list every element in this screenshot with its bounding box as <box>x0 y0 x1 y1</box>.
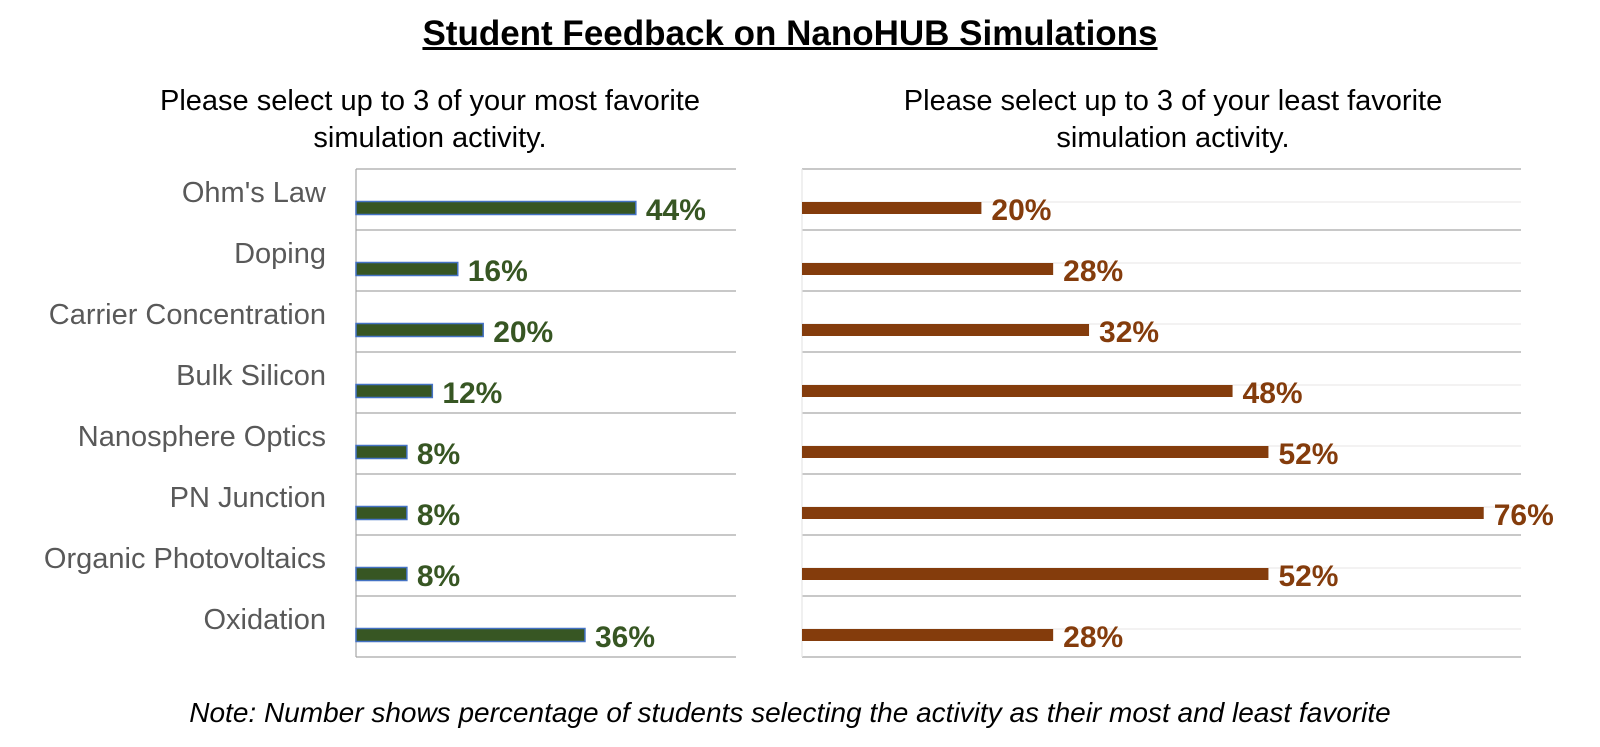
most-value-label: 8% <box>417 499 460 532</box>
most-bar <box>355 261 459 277</box>
most-value-label: 16% <box>468 255 528 288</box>
most-bar <box>355 566 408 582</box>
least-value-label: 20% <box>991 194 1051 227</box>
least-bar <box>802 202 982 214</box>
most-value-label: 44% <box>646 194 706 227</box>
most-value-label: 8% <box>417 560 460 593</box>
category-label: Bulk Silicon <box>176 360 326 392</box>
chart-title: Student Feedback on NanoHUB Simulations <box>422 14 1158 53</box>
least-value-label: 32% <box>1099 316 1159 349</box>
least-bar <box>802 324 1090 336</box>
category-label: Doping <box>234 238 326 270</box>
footnote: Note: Number shows percentage of student… <box>189 697 1391 728</box>
most-bar <box>355 627 586 643</box>
category-label: Nanosphere Optics <box>78 421 326 453</box>
least-value-label: 52% <box>1278 560 1338 593</box>
category-label: Oxidation <box>203 604 326 636</box>
category-label: Ohm's Law <box>182 177 327 209</box>
category-label: PN Junction <box>170 482 326 514</box>
most-value-label: 20% <box>493 316 553 349</box>
least-bar <box>802 568 1269 580</box>
least-bar <box>802 629 1054 641</box>
least-value-label: 76% <box>1494 499 1554 532</box>
most-value-label: 12% <box>442 377 502 410</box>
most-bar <box>355 383 434 399</box>
category-label: Carrier Concentration <box>49 299 326 331</box>
least-value-label: 48% <box>1243 377 1303 410</box>
most-bar <box>355 505 408 521</box>
least-bar <box>802 263 1054 275</box>
right-chart-subtitle: Please select up to 3 of your least favo… <box>903 85 1443 154</box>
least-bar <box>802 385 1233 397</box>
most-bar <box>355 200 637 216</box>
most-value-label: 36% <box>595 621 655 654</box>
category-label: Organic Photovoltaics <box>44 543 326 575</box>
least-bar <box>802 446 1269 458</box>
least-favorite-chart: 20% 28% 32% 48% 52% 76% 52% 28% <box>801 168 1554 658</box>
most-favorite-chart: 44% Ohm's Law 16% Doping 20% Carrier Concentr… <box>44 168 736 658</box>
least-bar <box>802 507 1484 519</box>
most-value-label: 8% <box>417 438 460 471</box>
least-value-label: 28% <box>1063 621 1123 654</box>
most-bar <box>355 444 408 460</box>
least-value-label: 28% <box>1063 255 1123 288</box>
left-chart-subtitle: Please select up to 3 of your most favor… <box>160 85 700 154</box>
most-bar <box>355 322 484 338</box>
least-value-label: 52% <box>1278 438 1338 471</box>
